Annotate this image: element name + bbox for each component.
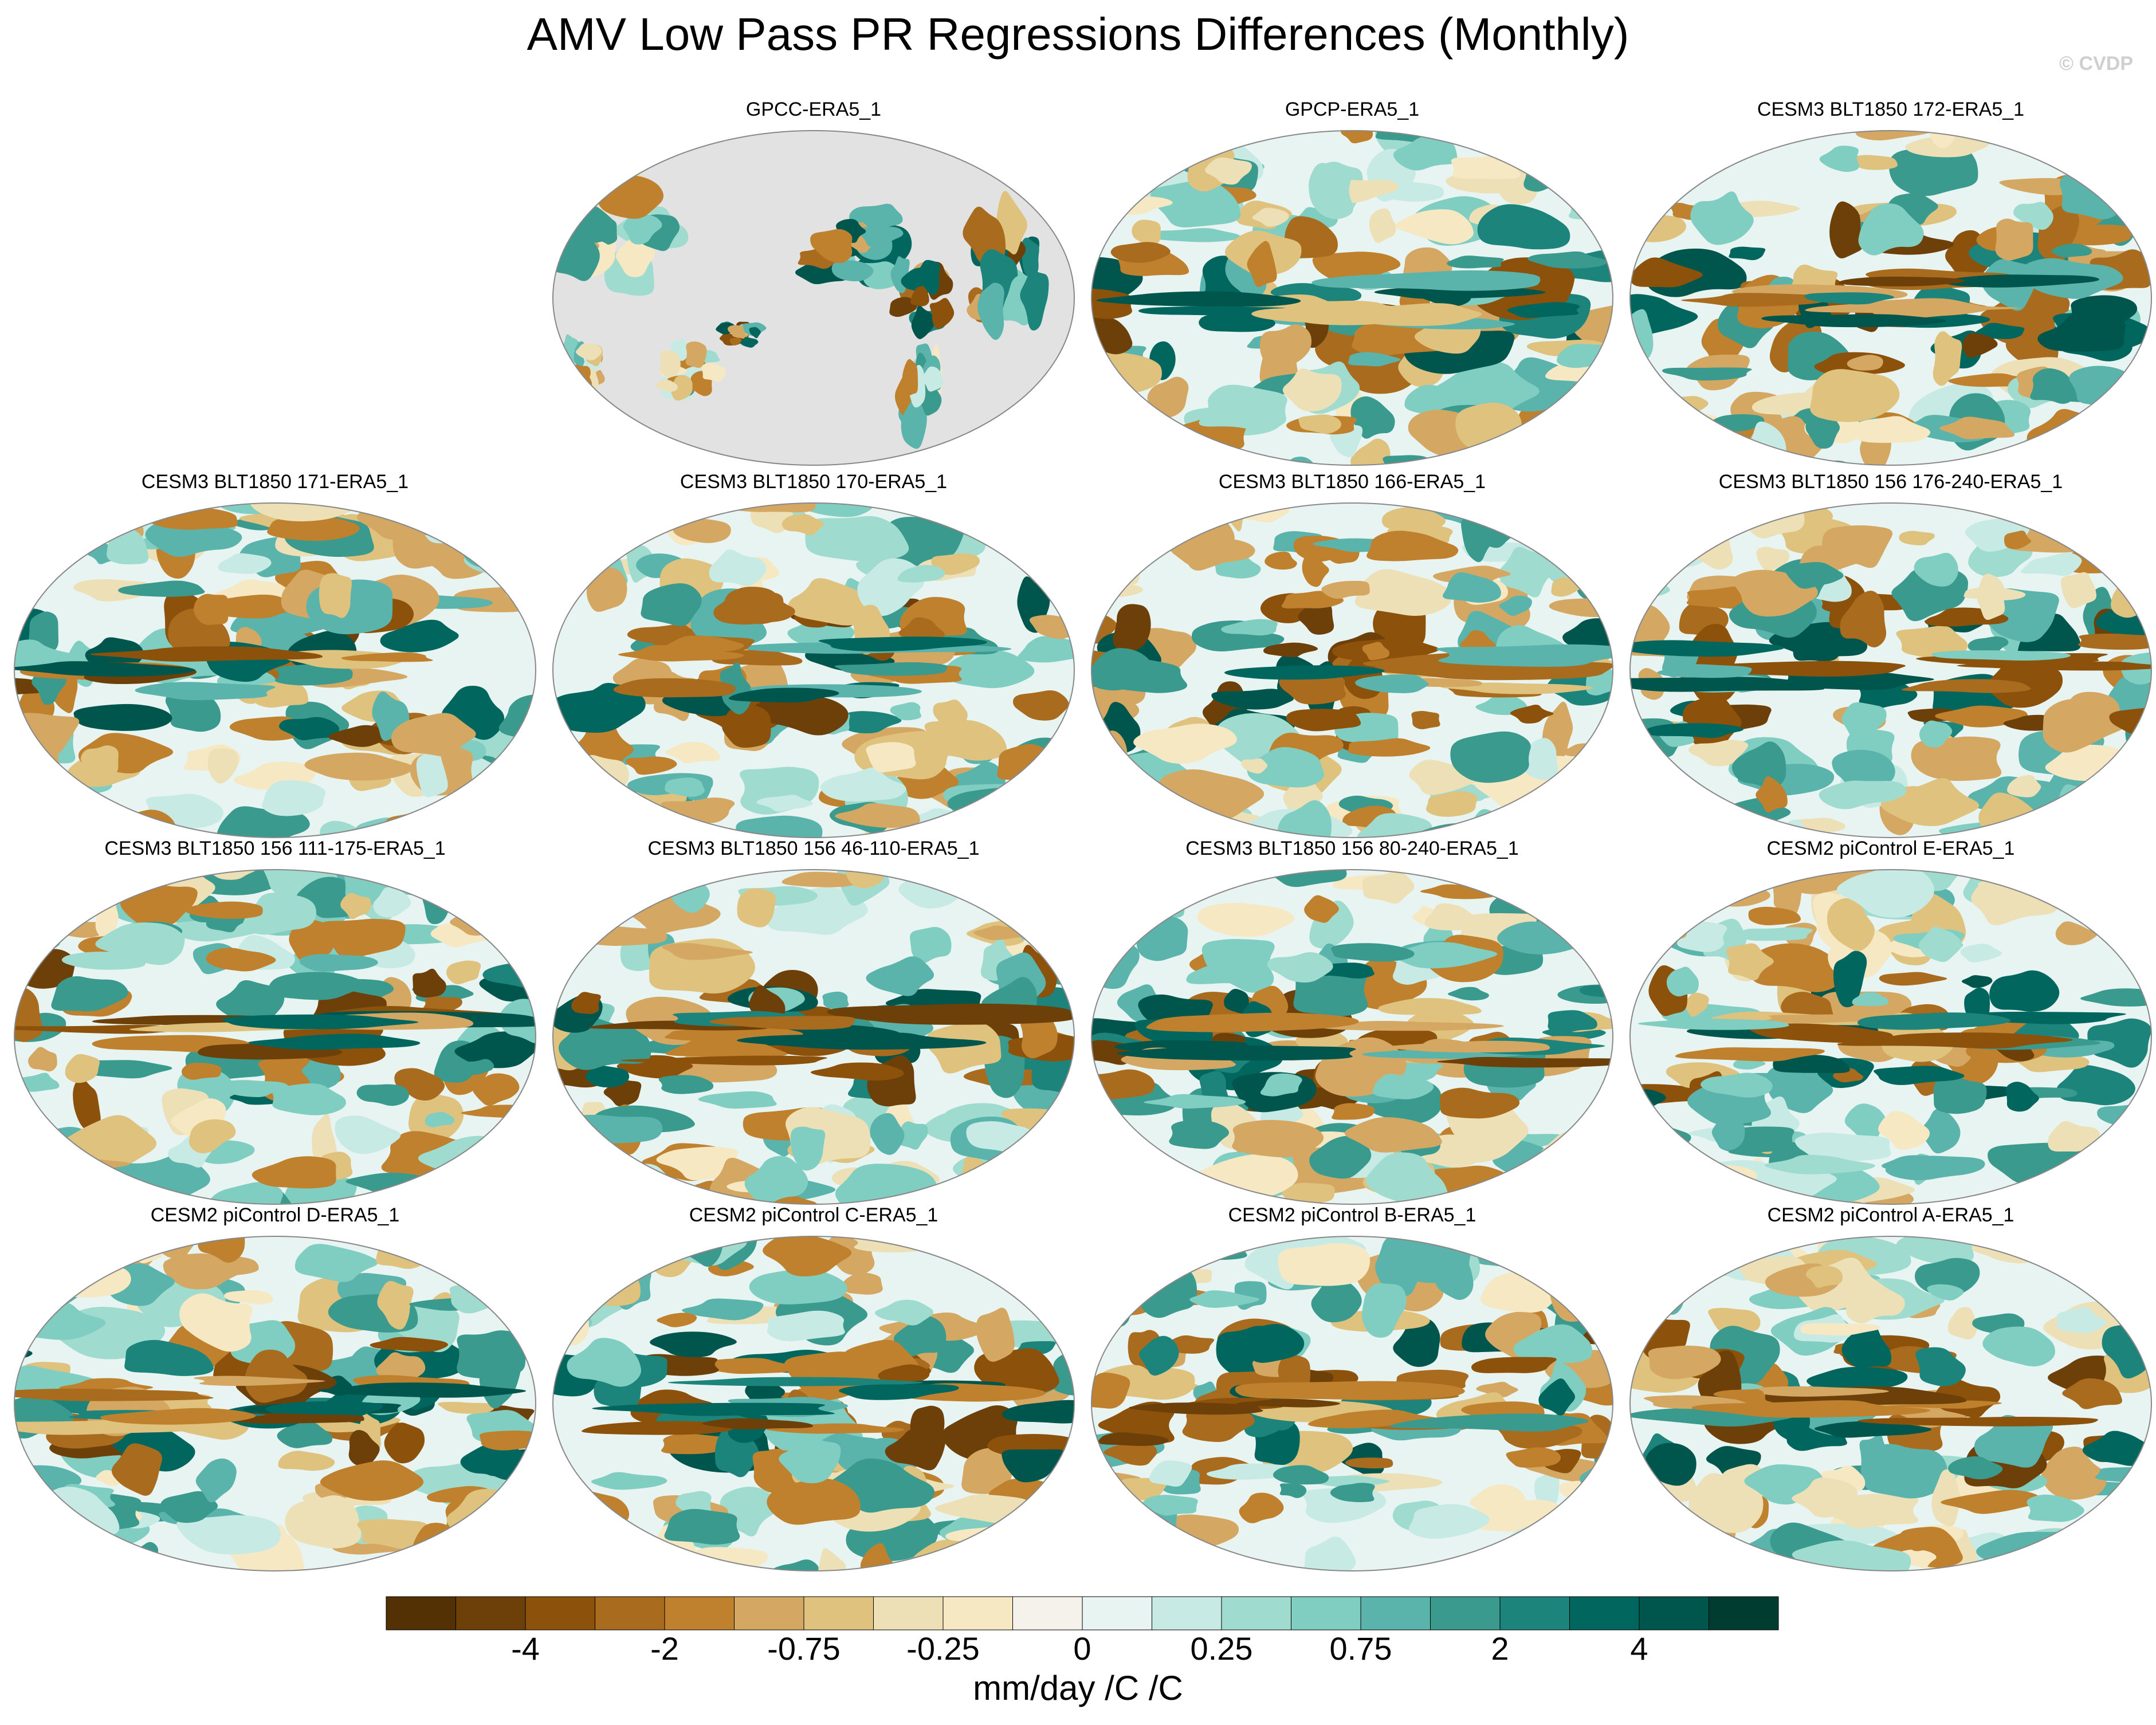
colorbar-tick-label: 0.75: [1329, 1630, 1392, 1667]
map-panel: CESM2 piControl E-ERA5_1: [1627, 838, 2154, 1210]
map-panel-title: CESM3 BLT1850 166-ERA5_1: [1218, 471, 1486, 493]
colorbar-swatch: [1012, 1596, 1083, 1630]
world-map-field: [1091, 869, 1613, 1205]
colorbar-swatch: [942, 1596, 1013, 1630]
world-map-field: [1629, 869, 2152, 1205]
world-map-field: [14, 869, 536, 1205]
colorbar-swatch: [1291, 1596, 1361, 1630]
colorbar-tick-label: -0.75: [767, 1630, 841, 1667]
world-map-field: [1629, 1236, 2152, 1571]
world-map-field: [1629, 130, 2152, 466]
map-panel-title: CESM3 BLT1850 172-ERA5_1: [1757, 99, 2025, 120]
colorbar-swatch: [1430, 1596, 1501, 1630]
map-panel-title: GPCP-ERA5_1: [1285, 99, 1420, 120]
world-map-field: [552, 502, 1075, 838]
map-panel-title: CESM2 piControl B-ERA5_1: [1228, 1204, 1476, 1226]
colorbar-swatch: [1221, 1596, 1291, 1630]
colorbar-swatch: [595, 1596, 665, 1630]
colorbar-swatch: [734, 1596, 804, 1630]
world-map-field: [1091, 502, 1613, 838]
colorbar-swatch: [1639, 1596, 1709, 1630]
colorbar-swatch: [1360, 1596, 1431, 1630]
colorbar-tick-label: -0.25: [906, 1630, 980, 1667]
world-map-field: [14, 502, 536, 838]
map-panel-title: CESM3 BLT1850 156 46-110-ERA5_1: [647, 838, 980, 859]
map-panel-title: CESM2 piControl E-ERA5_1: [1766, 838, 2015, 859]
map-panel-title: CESM2 piControl A-ERA5_1: [1767, 1204, 2014, 1226]
world-map-field: [552, 869, 1075, 1205]
map-panel-title: CESM3 BLT1850 171-ERA5_1: [141, 471, 409, 493]
map-panel-title: CESM3 BLT1850 156 176-240-ERA5_1: [1718, 471, 2063, 493]
world-map-field: [552, 1236, 1075, 1571]
map-panel-title: CESM3 BLT1850 156 111-175-ERA5_1: [104, 838, 446, 859]
colorbar-swatch: [873, 1596, 944, 1630]
map-panel: CESM2 piControl D-ERA5_1: [11, 1204, 539, 1577]
colorbar-tick-labels: -4 -2 -0.75 -0.25 0 0.25 0.75 2 4: [386, 1630, 1778, 1670]
map-panel: CESM2 piControl C-ERA5_1: [550, 1204, 1077, 1577]
colorbar-swatch: [803, 1596, 874, 1630]
colorbar-swatch: [1082, 1596, 1152, 1630]
map-panel: CESM3 BLT1850 171-ERA5_1: [11, 471, 539, 843]
figure-title: AMV Low Pass PR Regressions Differences …: [527, 9, 1629, 60]
map-panel: CESM2 piControl B-ERA5_1: [1089, 1204, 1616, 1577]
world-map-field: [1091, 1236, 1613, 1571]
map-panel: GPCP-ERA5_1: [1089, 99, 1616, 471]
colorbar-units-label: mm/day /C /C: [973, 1669, 1183, 1707]
map-panel: CESM3 BLT1850 156 176-240-ERA5_1: [1627, 471, 2154, 843]
colorbar-swatch: [455, 1596, 526, 1630]
colorbar-swatch: [1569, 1596, 1640, 1630]
colorbar-tick-label: 0.25: [1190, 1630, 1253, 1667]
colorbar-tick-label: -4: [511, 1630, 540, 1667]
map-panel-title: CESM2 piControl D-ERA5_1: [150, 1204, 400, 1226]
world-map-field: [552, 130, 1075, 466]
colorbar-tick-label: 4: [1630, 1630, 1648, 1667]
colorbar-swatch: [1709, 1596, 1779, 1630]
world-map-field: [1091, 130, 1613, 466]
colorbar-swatch: [525, 1596, 595, 1630]
map-panel: CESM3 BLT1850 170-ERA5_1: [550, 471, 1077, 843]
map-panel: CESM3 BLT1850 156 80-240-ERA5_1: [1089, 838, 1616, 1210]
colorbar-swatch: [1499, 1596, 1570, 1630]
map-panel: CESM3 BLT1850 156 111-175-ERA5_1: [11, 838, 539, 1210]
colorbar: [386, 1596, 1779, 1630]
map-panel-title: CESM3 BLT1850 170-ERA5_1: [680, 471, 948, 493]
colorbar-swatch: [386, 1596, 456, 1630]
world-map-field: [14, 1236, 536, 1571]
map-panel: CESM3 BLT1850 172-ERA5_1: [1627, 99, 2154, 471]
colorbar-tick-label: -2: [650, 1630, 679, 1667]
map-panel-title: GPCC-ERA5_1: [745, 99, 882, 120]
map-panel-title: CESM3 BLT1850 156 80-240-ERA5_1: [1185, 838, 1519, 859]
colorbar-swatch: [664, 1596, 735, 1630]
map-panel: GPCC-ERA5_1: [550, 99, 1077, 471]
colorbar-tick-label: 0: [1073, 1630, 1091, 1667]
map-panel: CESM3 BLT1850 166-ERA5_1: [1089, 471, 1616, 843]
colorbar-tick-label: 2: [1491, 1630, 1509, 1667]
map-panel-title: CESM2 piControl C-ERA5_1: [689, 1204, 938, 1226]
map-panel: CESM3 BLT1850 156 46-110-ERA5_1: [550, 838, 1077, 1210]
cvdp-watermark: © CVDP: [2059, 53, 2133, 74]
map-panel: CESM2 piControl A-ERA5_1: [1627, 1204, 2154, 1577]
colorbar-swatch: [1152, 1596, 1222, 1630]
world-map-field: [1629, 502, 2152, 838]
